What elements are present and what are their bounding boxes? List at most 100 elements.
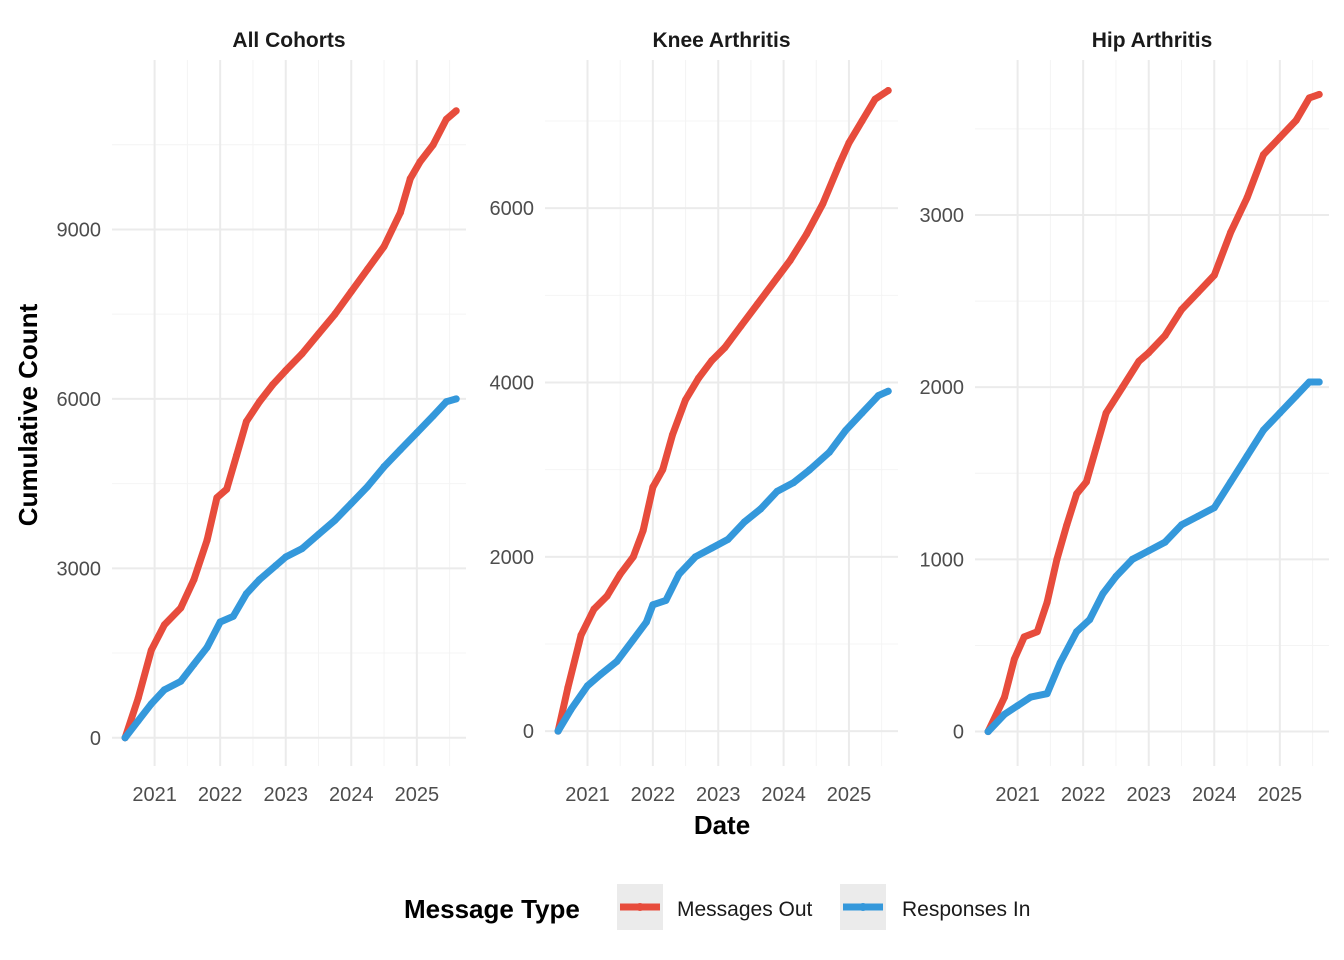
data-point	[1092, 443, 1100, 451]
panel-title: Knee Arthritis	[652, 29, 790, 52]
data-point	[1043, 598, 1051, 606]
data-point	[315, 530, 322, 538]
data-point	[603, 592, 611, 600]
data-point	[223, 485, 231, 493]
data-point	[1020, 633, 1028, 641]
data-point	[682, 396, 690, 404]
series-line-messages-out	[121, 107, 460, 742]
data-point	[753, 300, 761, 308]
y-tick-label: 4000	[490, 372, 535, 394]
panel-2: Hip Arthritis 0 1000 2000 3000 2021 2022 2023 20…	[920, 29, 1329, 806]
data-point	[298, 545, 306, 553]
data-point	[416, 158, 424, 166]
data-point	[1102, 409, 1110, 417]
data-point	[740, 518, 748, 526]
data-point	[1210, 504, 1218, 512]
x-tick-label: 2025	[395, 784, 440, 806]
data-point	[554, 727, 562, 735]
data-point	[642, 618, 650, 626]
data-point	[1178, 306, 1185, 314]
panel-1: Knee Arthritis 0 2000 4000 6000 2021 2022 2023 2…	[490, 29, 898, 806]
data-point	[160, 621, 168, 629]
legend-label: Messages Out	[677, 898, 813, 921]
data-point	[583, 682, 591, 690]
data-point	[858, 117, 866, 125]
data-point	[242, 590, 250, 598]
data-point	[134, 717, 142, 725]
data-point	[668, 431, 676, 439]
data-point	[160, 686, 168, 694]
data-point	[1082, 478, 1090, 486]
data-point	[429, 412, 437, 420]
data-point	[662, 596, 670, 604]
data-point	[396, 446, 404, 454]
y-tick-label: 6000	[490, 198, 535, 220]
panel-title: Hip Arthritis	[1092, 29, 1213, 52]
data-point	[413, 429, 421, 437]
x-tick-label: 2021	[132, 784, 177, 806]
data-point	[1227, 228, 1235, 236]
data-point	[806, 466, 814, 474]
data-point	[858, 409, 866, 417]
y-tick-label: 0	[90, 728, 101, 750]
legend-title: Message Type	[404, 894, 580, 924]
x-tick-label: 2025	[1258, 784, 1303, 806]
x-tick-label: 2024	[1192, 784, 1237, 806]
data-point	[177, 604, 185, 612]
data-point	[396, 208, 404, 216]
x-tick-label: 2022	[198, 784, 243, 806]
legend-key-point	[636, 903, 644, 911]
data-point	[1243, 452, 1251, 460]
data-point	[190, 660, 198, 668]
data-point	[1259, 151, 1267, 159]
data-point	[1043, 690, 1051, 698]
data-point	[675, 570, 683, 578]
series-line-responses-in	[984, 378, 1323, 736]
data-point	[1119, 383, 1126, 391]
data-point	[786, 256, 794, 264]
series-line-messages-out	[554, 87, 892, 735]
data-point	[380, 242, 388, 250]
x-tick-label: 2023	[1126, 784, 1171, 806]
data-point	[1161, 332, 1169, 340]
data-point	[1259, 426, 1267, 434]
data-point	[884, 87, 892, 95]
y-tick-label: 0	[953, 722, 964, 744]
data-point	[1292, 392, 1300, 400]
data-point	[1001, 710, 1008, 718]
data-point	[1014, 702, 1022, 710]
series-line-messages-out	[984, 90, 1323, 736]
data-point	[347, 288, 355, 296]
y-tick-label: 3000	[920, 205, 965, 227]
data-point	[213, 494, 221, 502]
data-point	[282, 367, 290, 375]
x-tick-label: 2021	[995, 784, 1040, 806]
data-point	[1145, 349, 1153, 357]
y-axis-title: Cumulative Count	[13, 303, 43, 526]
data-point	[1053, 555, 1061, 563]
data-point	[871, 95, 879, 103]
x-tick-label: 2025	[827, 784, 872, 806]
data-point	[364, 265, 372, 273]
data-point	[835, 161, 843, 169]
data-point	[1063, 521, 1071, 529]
data-point	[216, 618, 224, 626]
data-point	[649, 483, 657, 491]
data-point	[874, 392, 882, 400]
legend-items: Messages Out Responses In	[617, 884, 1030, 930]
data-point	[1276, 133, 1284, 141]
y-tick-label: 3000	[57, 558, 102, 580]
data-point	[819, 200, 827, 208]
data-point	[737, 322, 745, 330]
data-point	[802, 230, 810, 238]
data-point	[659, 466, 667, 474]
data-point	[724, 535, 732, 543]
data-point	[452, 395, 460, 403]
data-point	[242, 417, 250, 425]
data-point	[1276, 409, 1284, 417]
data-point	[347, 499, 355, 507]
data-point	[442, 115, 450, 123]
data-point	[121, 734, 129, 742]
x-tick-label: 2021	[565, 784, 610, 806]
data-point	[1001, 693, 1008, 701]
